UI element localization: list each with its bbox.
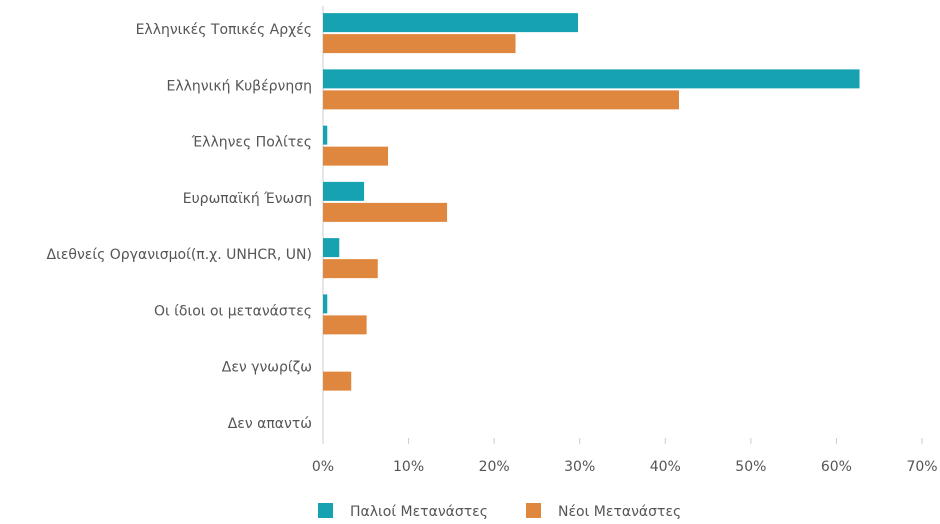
bar xyxy=(323,90,679,110)
bar xyxy=(323,294,328,314)
bar xyxy=(323,146,389,166)
x-tick-label: 10% xyxy=(393,459,424,475)
bar xyxy=(323,202,448,222)
bar xyxy=(323,69,860,89)
x-tick-label: 30% xyxy=(564,459,595,475)
y-tick-label: Δεν απαντώ xyxy=(228,416,312,432)
bar xyxy=(323,238,340,258)
legend-label: Νέοι Μετανάστες xyxy=(558,504,681,520)
bar xyxy=(323,13,579,33)
x-tick-label: 40% xyxy=(650,459,681,475)
y-tick-label: Οι ίδιοι οι μετανάστες xyxy=(154,303,312,319)
y-tick-label: Ελληνική Κυβέρνηση xyxy=(166,78,312,94)
legend-swatch xyxy=(526,503,541,518)
bar xyxy=(323,371,352,391)
y-tick-label: Δεν γνωρίζω xyxy=(222,360,312,376)
legend-swatch xyxy=(318,503,333,518)
bar xyxy=(323,34,516,54)
x-tick-label: 20% xyxy=(479,459,510,475)
y-tick-label: Ελληνικές Τοπικές Αρχές xyxy=(136,22,312,38)
bar xyxy=(323,125,328,145)
y-tick-label: Ευρωπαϊκή Ένωση xyxy=(183,191,312,207)
legend-label: Παλιοί Μετανάστες xyxy=(350,504,488,520)
bar xyxy=(323,259,378,279)
x-tick-label: 70% xyxy=(906,459,937,475)
bar xyxy=(323,315,367,335)
bar xyxy=(323,181,365,201)
y-tick-label: Διεθνείς Οργανισμοί(π.χ. UNHCR, UN) xyxy=(47,247,312,263)
y-tick-label: Έλληνες Πολίτες xyxy=(191,135,312,151)
x-tick-label: 50% xyxy=(735,459,766,475)
x-tick-label: 0% xyxy=(312,459,334,475)
x-tick-label: 60% xyxy=(821,459,852,475)
